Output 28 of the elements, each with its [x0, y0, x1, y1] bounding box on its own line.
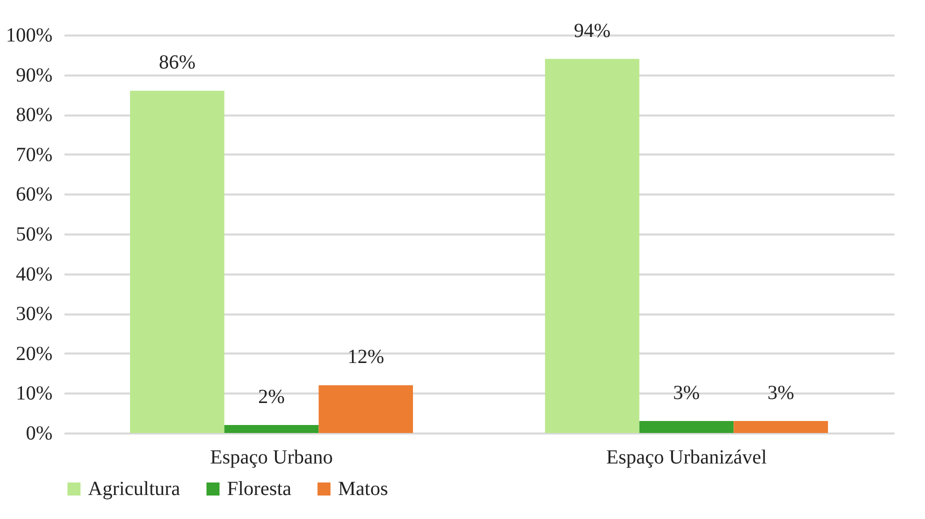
data-label: 2%: [258, 386, 285, 408]
bar: [639, 421, 734, 433]
legend-label: Agricultura: [88, 478, 180, 500]
y-tick-label: 100%: [6, 24, 52, 46]
bar: [318, 385, 413, 433]
data-label: 12%: [347, 346, 384, 368]
y-tick-label: 60%: [16, 184, 52, 206]
y-tick-label: 40%: [16, 263, 52, 286]
bar: [224, 425, 319, 433]
bar: [130, 90, 224, 433]
data-label: 3%: [673, 382, 700, 404]
y-tick-label: 80%: [16, 104, 52, 126]
x-tick-label: Espaço Urbano: [210, 446, 333, 468]
data-label: 3%: [767, 382, 794, 404]
bar: [734, 421, 828, 433]
x-tick-label: Espaço Urbanizável: [606, 446, 768, 468]
y-tick-label: 20%: [16, 342, 52, 365]
data-label: 94%: [574, 20, 611, 42]
legend-label: Matos: [338, 478, 388, 500]
data-label: 86%: [158, 52, 196, 74]
y-tick-label: 30%: [16, 303, 52, 326]
y-tick-label: 0%: [26, 422, 52, 444]
y-tick-label: 90%: [16, 64, 52, 86]
bar: [545, 58, 640, 433]
y-tick-label: 10%: [16, 382, 52, 405]
y-tick-label: 70%: [16, 144, 52, 166]
legend-label: Floresta: [227, 478, 292, 500]
y-tick-label: 50%: [16, 224, 52, 246]
